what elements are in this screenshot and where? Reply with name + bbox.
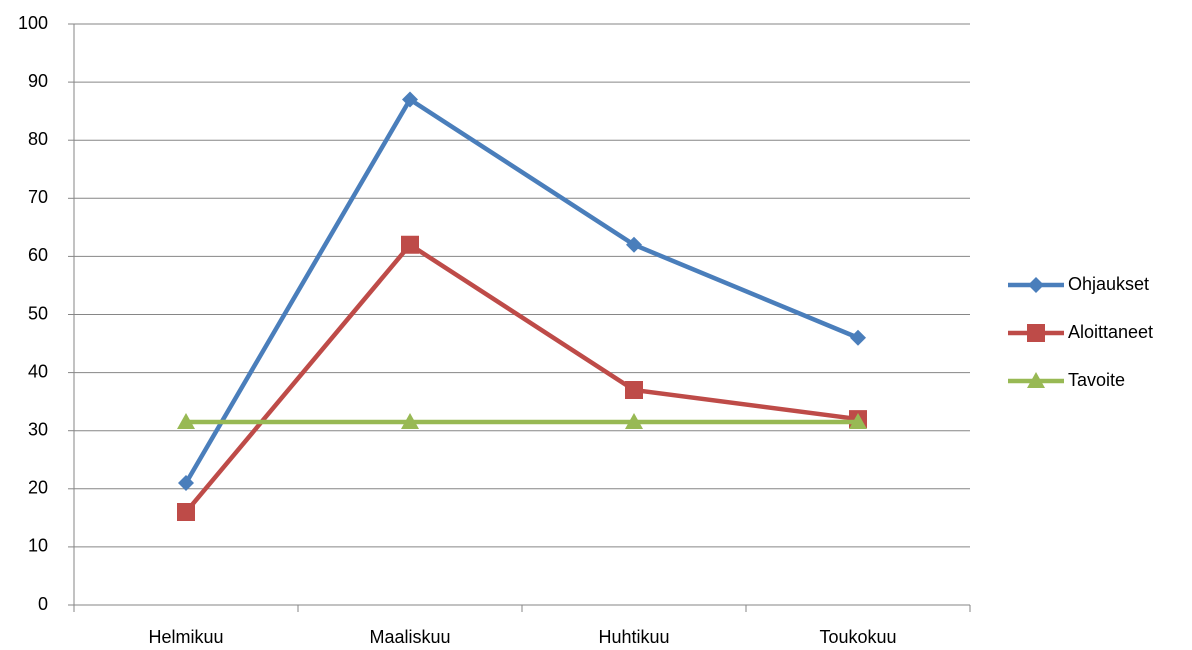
marker	[626, 236, 642, 253]
y-tick-label: 40	[28, 361, 48, 381]
y-tick-label: 20	[28, 478, 48, 498]
y-tick-label: 30	[28, 419, 48, 439]
marker	[178, 474, 194, 491]
y-tick-label: 60	[28, 245, 48, 265]
x-tick-label: Maaliskuu	[369, 627, 450, 647]
y-tick-label: 10	[28, 536, 48, 556]
x-tick-label: Helmikuu	[148, 627, 223, 647]
y-tick-label: 70	[28, 187, 48, 207]
marker	[402, 91, 418, 108]
marker	[401, 235, 419, 254]
marker	[625, 412, 643, 429]
y-tick-label: 80	[28, 129, 48, 149]
marker	[1027, 372, 1045, 388]
series-line	[184, 242, 859, 514]
legend-label: Aloittaneet	[1068, 322, 1153, 342]
marker	[625, 381, 643, 400]
x-tick-label: Toukokuu	[819, 627, 896, 647]
marker	[849, 412, 867, 429]
marker	[177, 412, 195, 429]
legend-label: Ohjaukset	[1068, 274, 1149, 294]
marker	[177, 503, 195, 522]
marker	[401, 412, 419, 429]
y-tick-label: 100	[18, 13, 48, 33]
marker	[850, 329, 866, 346]
marker	[1028, 277, 1044, 293]
x-tick-label: Huhtikuu	[598, 627, 669, 647]
y-tick-label: 0	[38, 594, 48, 614]
y-tick-label: 50	[28, 303, 48, 323]
marker	[1027, 324, 1045, 342]
series-line	[184, 97, 859, 485]
y-tick-label: 90	[28, 71, 48, 91]
legend-label: Tavoite	[1068, 370, 1125, 390]
